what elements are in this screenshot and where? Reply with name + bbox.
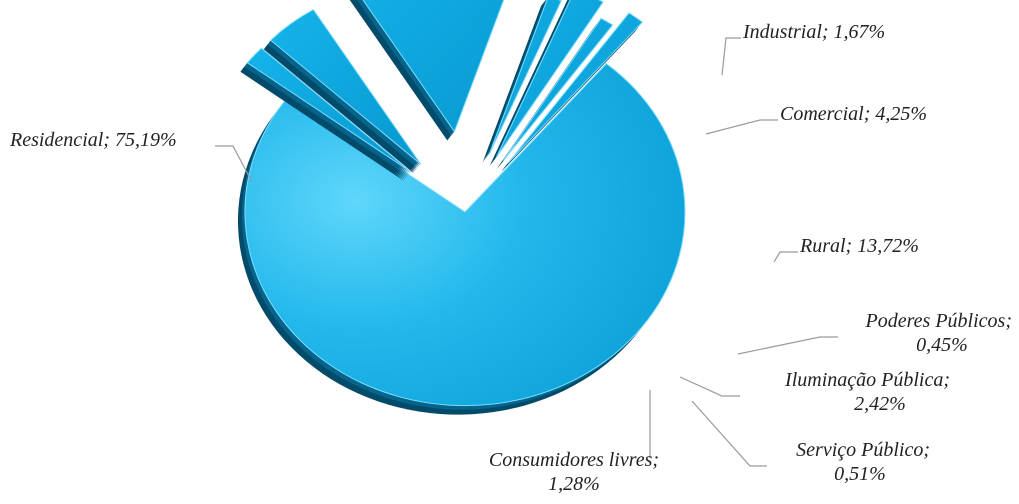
slice-face-servico-publico: [502, 17, 614, 161]
slice-face-residencial: [244, 63, 686, 407]
slice-face-consumidores-livres: [507, 12, 644, 164]
leader-line-iluminacao-publica: [679, 376, 740, 397]
data-label-text-rural: Rural; 13,72%: [799, 235, 919, 257]
slice-iluminacao-publica: [489, 0, 604, 166]
leader-line-comercial: [705, 119, 778, 135]
data-label-iluminacao-publica: Iluminação Pública; 2,42%: [679, 369, 950, 415]
data-label-industrial: Industrial; 1,67%: [721, 21, 885, 76]
slice-face-industrial: [246, 47, 412, 173]
slice-consumidores-livres: [500, 12, 644, 173]
data-label-comercial: Comercial; 4,25%: [705, 103, 927, 135]
data-label-servico-publico: Serviço Público; 0,51%: [691, 400, 930, 485]
leader-line-residencial: [215, 145, 253, 183]
slice-industrial: [240, 47, 412, 182]
slice-face-poderes-publicos: [488, 0, 562, 155]
data-label-text-industrial: Industrial; 1,67%: [742, 21, 885, 43]
slice-residencial: [237, 63, 686, 415]
slice-face-rural: [362, 0, 505, 133]
data-label-poderes-publicos: Poderes Públicos; 0,45%: [737, 310, 1012, 356]
data-label-text-servico-publico: Serviço Público; 0,51%: [796, 439, 930, 485]
slice-face-comercial: [269, 8, 422, 165]
data-label-text-poderes-publicos: Poderes Públicos; 0,45%: [865, 310, 1012, 356]
leader-line-industrial: [721, 37, 741, 76]
slice-rural: [349, 0, 505, 141]
slice-comercial: [263, 8, 422, 174]
data-label-residencial: Residencial; 75,19%: [9, 129, 253, 183]
leader-line-rural: [773, 251, 798, 263]
leader-line-servico-publico: [691, 400, 767, 467]
data-label-text-consumidores-livres: Consumidores livres; 1,28%: [489, 449, 659, 495]
slice-servico-publico: [496, 17, 614, 170]
slice-face-iluminacao-publica: [496, 0, 604, 158]
data-label-text-comercial: Comercial; 4,25%: [780, 103, 927, 125]
data-label-rural: Rural; 13,72%: [773, 235, 919, 263]
data-label-text-residencial: Residencial; 75,19%: [9, 129, 177, 151]
data-label-consumidores-livres: Consumidores livres; 1,28%: [489, 390, 659, 495]
data-label-text-iluminacao-publica: Iluminação Pública; 2,42%: [784, 369, 950, 415]
slice-poderes-publicos: [482, 0, 562, 164]
leader-line-poderes-publicos: [737, 336, 838, 355]
